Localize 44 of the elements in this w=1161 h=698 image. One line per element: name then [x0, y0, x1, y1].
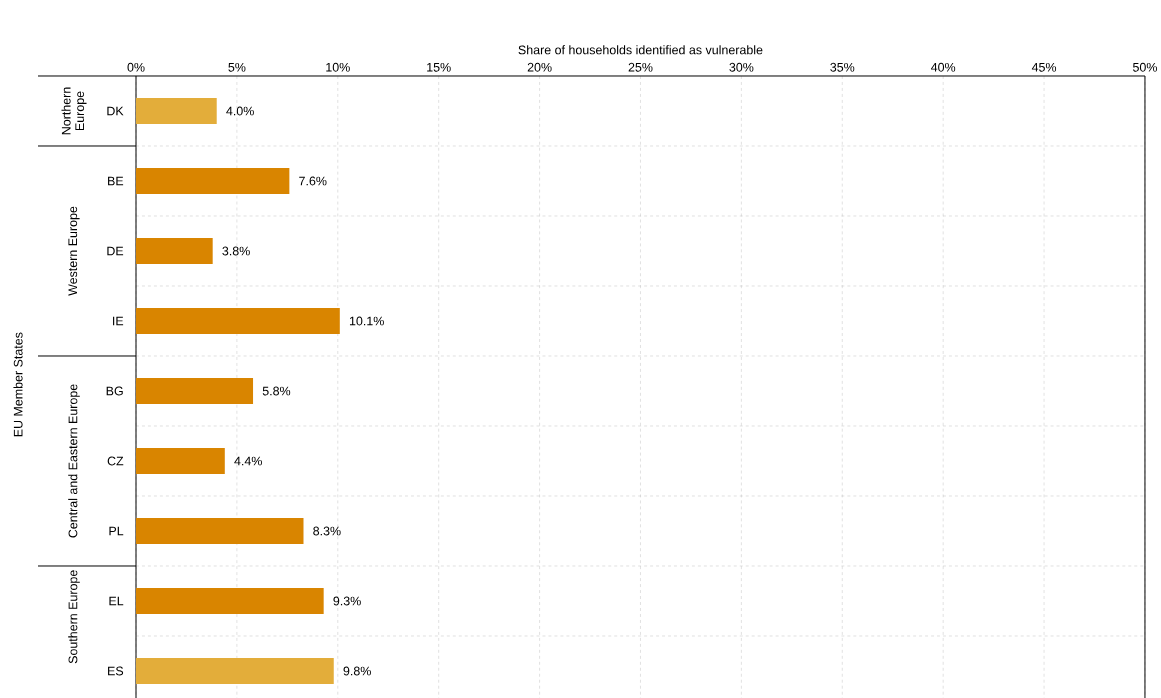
- x-axis-title: Share of households identified as vulnerable: [518, 45, 763, 55]
- y-tick-label: BG: [106, 386, 123, 396]
- text: Southern Europe: [68, 570, 80, 664]
- text: Central and Eastern Europe: [68, 384, 80, 538]
- bar: [136, 238, 213, 264]
- text: EU Member States: [13, 332, 23, 437]
- data-label: 4.4%: [234, 456, 262, 466]
- data-label: 9.8%: [343, 666, 371, 676]
- x-tick-label: 25%: [628, 62, 653, 72]
- bar: [136, 308, 340, 334]
- y-tick-label: ES: [108, 666, 124, 676]
- data-label: 4.0%: [226, 106, 254, 116]
- data-label: 3.8%: [222, 246, 250, 256]
- text: Western Europe: [68, 206, 80, 296]
- y-tick-label: EL: [109, 596, 124, 606]
- data-label: 8.3%: [313, 526, 341, 536]
- x-tick-label: 20%: [527, 62, 552, 72]
- y-tick-label: CZ: [107, 456, 124, 466]
- data-label: 10.1%: [349, 316, 384, 326]
- x-tick-label: 10%: [326, 62, 350, 72]
- x-tick-label: 50%: [1132, 62, 1157, 72]
- bar: [136, 588, 324, 614]
- data-label: 7.6%: [299, 176, 327, 186]
- text: Northern Europe: [61, 87, 87, 135]
- y-tick-label: DK: [107, 106, 124, 116]
- bar: [136, 98, 217, 124]
- bar: [136, 658, 334, 684]
- x-tick-label: 5%: [228, 62, 246, 72]
- bar: [136, 168, 290, 194]
- data-label: 5.8%: [262, 386, 291, 396]
- x-tick-label: 45%: [1031, 62, 1057, 72]
- x-tick-label: 15%: [427, 62, 451, 72]
- x-tick-label: 35%: [830, 62, 855, 72]
- y-tick-label: BE: [108, 176, 124, 186]
- data-label: 9.3%: [333, 596, 361, 606]
- x-tick-label: 40%: [930, 62, 956, 72]
- bar: [136, 448, 225, 474]
- y-tick-label: PL: [109, 526, 124, 536]
- bar: [136, 518, 304, 544]
- x-tick-label: 0%: [127, 62, 145, 72]
- y-tick-label: IE: [113, 316, 124, 326]
- bar: [136, 378, 254, 404]
- x-tick-label: 30%: [729, 62, 754, 72]
- y-tick-label: DE: [107, 246, 124, 256]
